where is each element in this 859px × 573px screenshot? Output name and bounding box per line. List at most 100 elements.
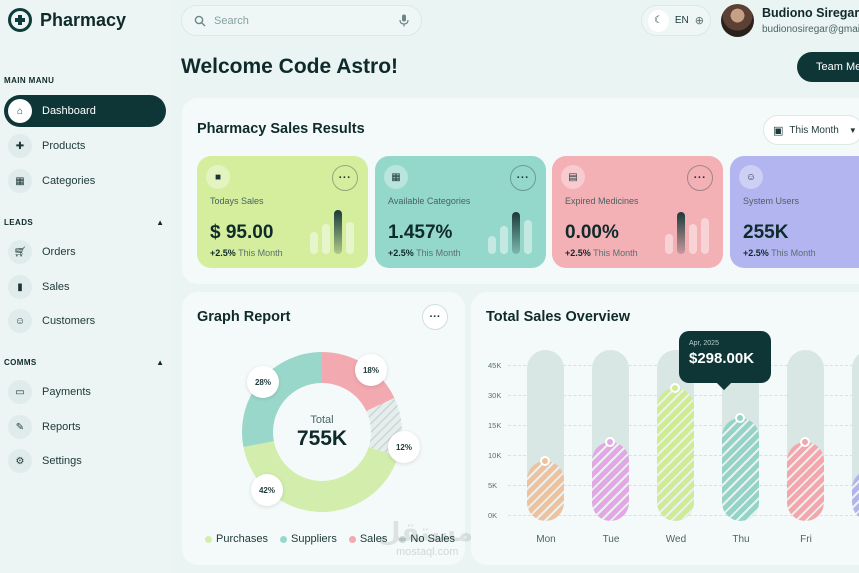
more-options-button[interactable]: ··· <box>510 165 536 191</box>
caret-up-icon[interactable]: ▲ <box>156 358 164 367</box>
legend-dot <box>399 535 407 543</box>
language-switcher[interactable]: ☾ EN ⊕ <box>641 5 711 36</box>
watermark-logo: مستقل <box>378 518 474 548</box>
stat-delta: +2.5% This Month <box>743 248 816 258</box>
graph-report-title: Graph Report <box>197 309 291 325</box>
moon-icon[interactable]: ☾ <box>648 9 669 32</box>
x-axis-tick: Fri <box>800 534 812 545</box>
legend-item-suppliers: Suppliers <box>279 533 337 545</box>
column-sat[interactable] <box>852 350 859 521</box>
chevron-down-icon: ▼ <box>848 125 857 135</box>
search-icon <box>194 15 206 26</box>
sidebar-item-settings[interactable]: ⚙ Settings <box>4 445 166 477</box>
column-marker <box>540 456 550 466</box>
avatar[interactable] <box>721 4 754 37</box>
column-fill <box>852 470 859 521</box>
brand-logo[interactable]: Pharmacy <box>8 8 126 32</box>
stat-value: $ 95.00 <box>210 222 274 243</box>
users-icon: ☺ <box>8 309 32 333</box>
sidebar-item-label: Products <box>42 140 86 152</box>
stat-value: 255K <box>743 222 789 243</box>
pill-icon: ✚ <box>8 134 32 158</box>
cart-icon: 🛒︎ <box>8 240 32 264</box>
legend-item-no-sales: No Sales <box>399 533 455 545</box>
column-mon[interactable] <box>527 350 564 521</box>
column-fill <box>657 388 694 521</box>
user-name: Budiono Siregar <box>762 6 859 20</box>
more-options-button[interactable]: ··· <box>687 165 713 191</box>
bar-chart-icon: ▮ <box>8 275 32 299</box>
donut-percent-purchases: 42% <box>251 474 283 506</box>
sidebar-item-sales[interactable]: ▮ Sales <box>4 271 166 303</box>
sidebar-item-customers[interactable]: ☺ Customers <box>4 305 166 337</box>
period-select[interactable]: ▣ This Month ▼ <box>763 115 859 145</box>
sidebar: Pharmacy MAIN MANU ⌂ Dashboard ✚ Product… <box>0 0 172 573</box>
legend-dot <box>205 535 212 543</box>
column-tue[interactable] <box>592 350 629 521</box>
sidebar-item-products[interactable]: ✚ Products <box>4 130 166 162</box>
user-email: budionosiregar@gmail.com <box>762 24 859 35</box>
stat-delta: +2.5% This Month <box>210 248 283 258</box>
sidebar-item-label: Dashboard <box>42 105 96 117</box>
donut-percent-no-sales: 12% <box>388 431 420 463</box>
sidebar-item-label: Payments <box>42 386 91 398</box>
donut-total-value: 755K <box>296 427 348 450</box>
sidebar-item-orders[interactable]: 🛒︎ Orders <box>4 236 166 268</box>
globe-icon: ⊕ <box>694 15 704 27</box>
legend-item-sales: Sales <box>348 533 387 545</box>
sidebar-section-main: MAIN MANU <box>4 76 55 85</box>
sidebar-item-dashboard[interactable]: ⌂ Dashboard <box>4 95 166 127</box>
legend-dot <box>348 535 356 543</box>
pharmacy-cross-icon <box>8 8 32 32</box>
page-title: Welcome Code Astro! <box>181 55 399 78</box>
watermark-url: mostaql.com <box>396 546 459 558</box>
column-marker <box>735 413 745 423</box>
search-input[interactable] <box>214 14 391 27</box>
more-options-button[interactable]: ··· <box>332 165 358 191</box>
search-bar <box>181 5 422 36</box>
caret-up-icon[interactable]: ▲ <box>156 218 164 227</box>
y-axis-tick: 45K <box>488 361 502 370</box>
stat-card-expired-medicines[interactable]: ▤ ··· Expired Medicines 0.00% +2.5% This… <box>552 156 723 268</box>
y-axis-tick: 5K <box>488 481 498 490</box>
stat-label: System Users <box>743 196 800 206</box>
team-members-button[interactable]: Team Me <box>797 52 859 82</box>
chart-tooltip: Apr, 2025 $298.00K <box>679 331 771 383</box>
y-axis-tick: 15K <box>488 421 502 430</box>
stat-label: Expired Medicines <box>565 196 639 206</box>
stat-card-available-categories[interactable]: ▦ ··· Available Categories 1.457% +2.5% … <box>375 156 546 268</box>
microphone-icon[interactable] <box>399 14 409 27</box>
stat-value: 0.00% <box>565 222 619 243</box>
more-options-button[interactable]: ··· <box>422 304 448 330</box>
tooltip-date: Apr, 2025 <box>689 340 719 347</box>
donut-segment-suppliers[interactable] <box>242 352 322 447</box>
stat-label: Available Categories <box>388 196 471 206</box>
x-axis-tick: Mon <box>536 534 556 545</box>
column-fill <box>787 442 824 521</box>
stat-card-system-users[interactable]: ☺ System Users 255K +2.5% This Month <box>730 156 859 268</box>
sidebar-item-payments[interactable]: ▭ Payments <box>4 376 166 408</box>
sales-results-title: Pharmacy Sales Results <box>197 121 365 137</box>
donut-percent-sales: 18% <box>355 354 387 386</box>
bag-icon: ■ <box>206 165 230 189</box>
sidebar-item-label: Reports <box>42 421 81 433</box>
stat-card-todays-sales[interactable]: ■ ··· Todays Sales $ 95.00 +2.5% This Mo… <box>197 156 368 268</box>
period-select-value: This Month <box>789 124 839 136</box>
sidebar-item-label: Categories <box>42 175 96 187</box>
sidebar-item-categories[interactable]: ▦ Categories <box>4 165 166 197</box>
donut-segment-sales[interactable] <box>322 352 395 412</box>
sidebar-item-label: Settings <box>42 455 82 467</box>
legend-dot <box>279 535 287 543</box>
column-marker <box>670 383 680 393</box>
sidebar-item-reports[interactable]: ✎ Reports <box>4 411 166 443</box>
column-marker <box>605 437 615 447</box>
donut-percent-suppliers: 28% <box>247 366 279 398</box>
grid-icon: ▦ <box>8 169 32 193</box>
legend-item-purchases: Purchases <box>205 533 268 545</box>
donut-total-label: Total <box>310 414 334 426</box>
calendar-icon: ▣ <box>773 124 784 137</box>
column-wed[interactable] <box>657 350 694 521</box>
x-axis-tick: Thu <box>732 534 750 545</box>
x-axis-tick: Tue <box>602 534 620 545</box>
column-fri[interactable] <box>787 350 824 521</box>
